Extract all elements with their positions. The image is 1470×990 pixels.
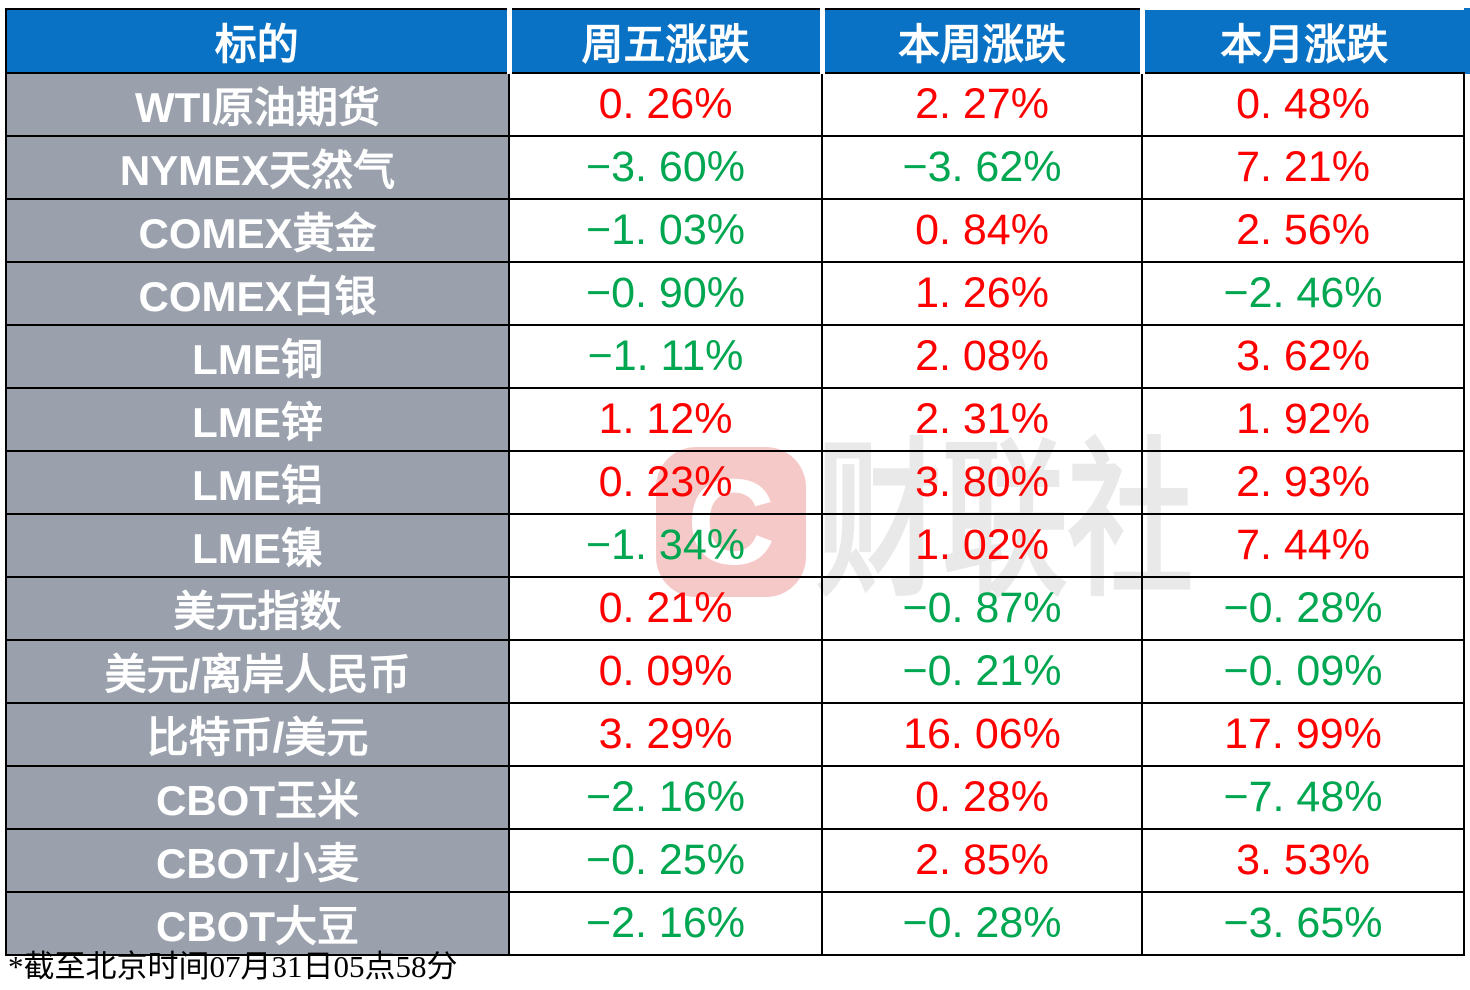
table-row: WTI原油期货 0. 26% 2. 27% 0. 48%	[5, 72, 1465, 137]
change-value: 3. 62%	[1141, 324, 1465, 389]
row-label: LME镍	[5, 513, 510, 578]
timestamp-note: *截至北京时间07月31日05点58分	[8, 949, 458, 984]
row-label: NYMEX天然气	[5, 135, 510, 200]
header-bleed-strip	[1462, 8, 1470, 74]
row-label: CBOT玉米	[5, 765, 510, 830]
change-value: 0. 26%	[508, 72, 823, 137]
change-value: 1. 26%	[821, 261, 1143, 326]
change-value: 0. 09%	[508, 639, 823, 704]
table-body: WTI原油期货 0. 26% 2. 27% 0. 48% NYMEX天然气 −3. 60%…	[5, 72, 1465, 956]
change-value: 2. 31%	[821, 387, 1143, 452]
change-value: 1. 92%	[1141, 387, 1465, 452]
header-row: 标的 周五涨跌 本周涨跌 本月涨跌	[5, 8, 1464, 74]
table-row: CBOT玉米 −2. 16% 0. 28% −7. 48%	[5, 765, 1465, 830]
change-value: 0. 21%	[508, 576, 823, 641]
change-value: −3. 62%	[821, 135, 1143, 200]
change-value: −1. 03%	[508, 198, 823, 263]
table-row: LME铝 0. 23% 3. 80% 2. 93%	[5, 450, 1465, 515]
change-value: −0. 25%	[508, 828, 823, 893]
column-header-target: 标的	[5, 8, 510, 74]
change-value: −0. 28%	[1141, 576, 1465, 641]
table-row: 比特币/美元 3. 29% 16. 06% 17. 99%	[5, 702, 1465, 767]
change-value: 1. 12%	[508, 387, 823, 452]
table-row: LME锌 1. 12% 2. 31% 1. 92%	[5, 387, 1465, 452]
table-row: CBOT大豆 −2. 16% −0. 28% −3. 65%	[5, 891, 1465, 956]
change-value: 3. 29%	[508, 702, 823, 767]
change-value: −3. 65%	[1141, 891, 1465, 956]
change-value: 2. 85%	[821, 828, 1143, 893]
change-value: 1. 02%	[821, 513, 1143, 578]
change-value: 7. 44%	[1141, 513, 1465, 578]
change-value: −0. 09%	[1141, 639, 1465, 704]
change-value: 0. 23%	[508, 450, 823, 515]
change-value: −0. 90%	[508, 261, 823, 326]
row-label: COMEX黄金	[5, 198, 510, 263]
change-value: −0. 21%	[821, 639, 1143, 704]
change-value: 2. 27%	[821, 72, 1143, 137]
row-label: CBOT大豆	[5, 891, 510, 956]
row-label: 比特币/美元	[5, 702, 510, 767]
change-value: 3. 53%	[1141, 828, 1465, 893]
change-value: 7. 21%	[1141, 135, 1465, 200]
change-value: 3. 80%	[821, 450, 1143, 515]
column-header-friday: 周五涨跌	[506, 8, 823, 74]
row-label: LME铝	[5, 450, 510, 515]
column-header-month: 本月涨跌	[1139, 8, 1464, 74]
change-value: −3. 60%	[508, 135, 823, 200]
change-value: −2. 46%	[1141, 261, 1465, 326]
table-row: 美元指数 0. 21% −0. 87% −0. 28%	[5, 576, 1465, 641]
market-change-table: 标的 周五涨跌 本周涨跌 本月涨跌 WTI原油期货 0. 26% 2. 27% 0. …	[5, 8, 1465, 956]
table-row: CBOT小麦 −0. 25% 2. 85% 3. 53%	[5, 828, 1465, 893]
table-row: NYMEX天然气 −3. 60% −3. 62% 7. 21%	[5, 135, 1465, 200]
table-row: LME铜 −1. 11% 2. 08% 3. 62%	[5, 324, 1465, 389]
change-value: 17. 99%	[1141, 702, 1465, 767]
change-value: 0. 48%	[1141, 72, 1465, 137]
change-value: −1. 34%	[508, 513, 823, 578]
table-row: LME镍 −1. 34% 1. 02% 7. 44%	[5, 513, 1465, 578]
table-row: 美元/离岸人民币 0. 09% −0. 21% −0. 09%	[5, 639, 1465, 704]
change-value: 2. 56%	[1141, 198, 1465, 263]
row-label: COMEX白银	[5, 261, 510, 326]
change-value: −7. 48%	[1141, 765, 1465, 830]
change-value: 2. 08%	[821, 324, 1143, 389]
table-header: 标的 周五涨跌 本周涨跌 本月涨跌	[5, 8, 1464, 74]
change-value: 0. 28%	[821, 765, 1143, 830]
row-label: CBOT小麦	[5, 828, 510, 893]
row-label: 美元/离岸人民币	[5, 639, 510, 704]
row-label: LME锌	[5, 387, 510, 452]
row-label: LME铜	[5, 324, 510, 389]
change-value: −0. 28%	[821, 891, 1143, 956]
change-value: 0. 84%	[821, 198, 1143, 263]
change-value: −2. 16%	[508, 891, 823, 956]
change-value: −1. 11%	[508, 324, 823, 389]
row-label: 美元指数	[5, 576, 510, 641]
table-row: COMEX黄金 −1. 03% 0. 84% 2. 56%	[5, 198, 1465, 263]
change-value: 2. 93%	[1141, 450, 1465, 515]
row-label: WTI原油期货	[5, 72, 510, 137]
column-header-week: 本周涨跌	[819, 8, 1143, 74]
change-value: −2. 16%	[508, 765, 823, 830]
change-value: 16. 06%	[821, 702, 1143, 767]
change-value: −0. 87%	[821, 576, 1143, 641]
table-row: COMEX白银 −0. 90% 1. 26% −2. 46%	[5, 261, 1465, 326]
